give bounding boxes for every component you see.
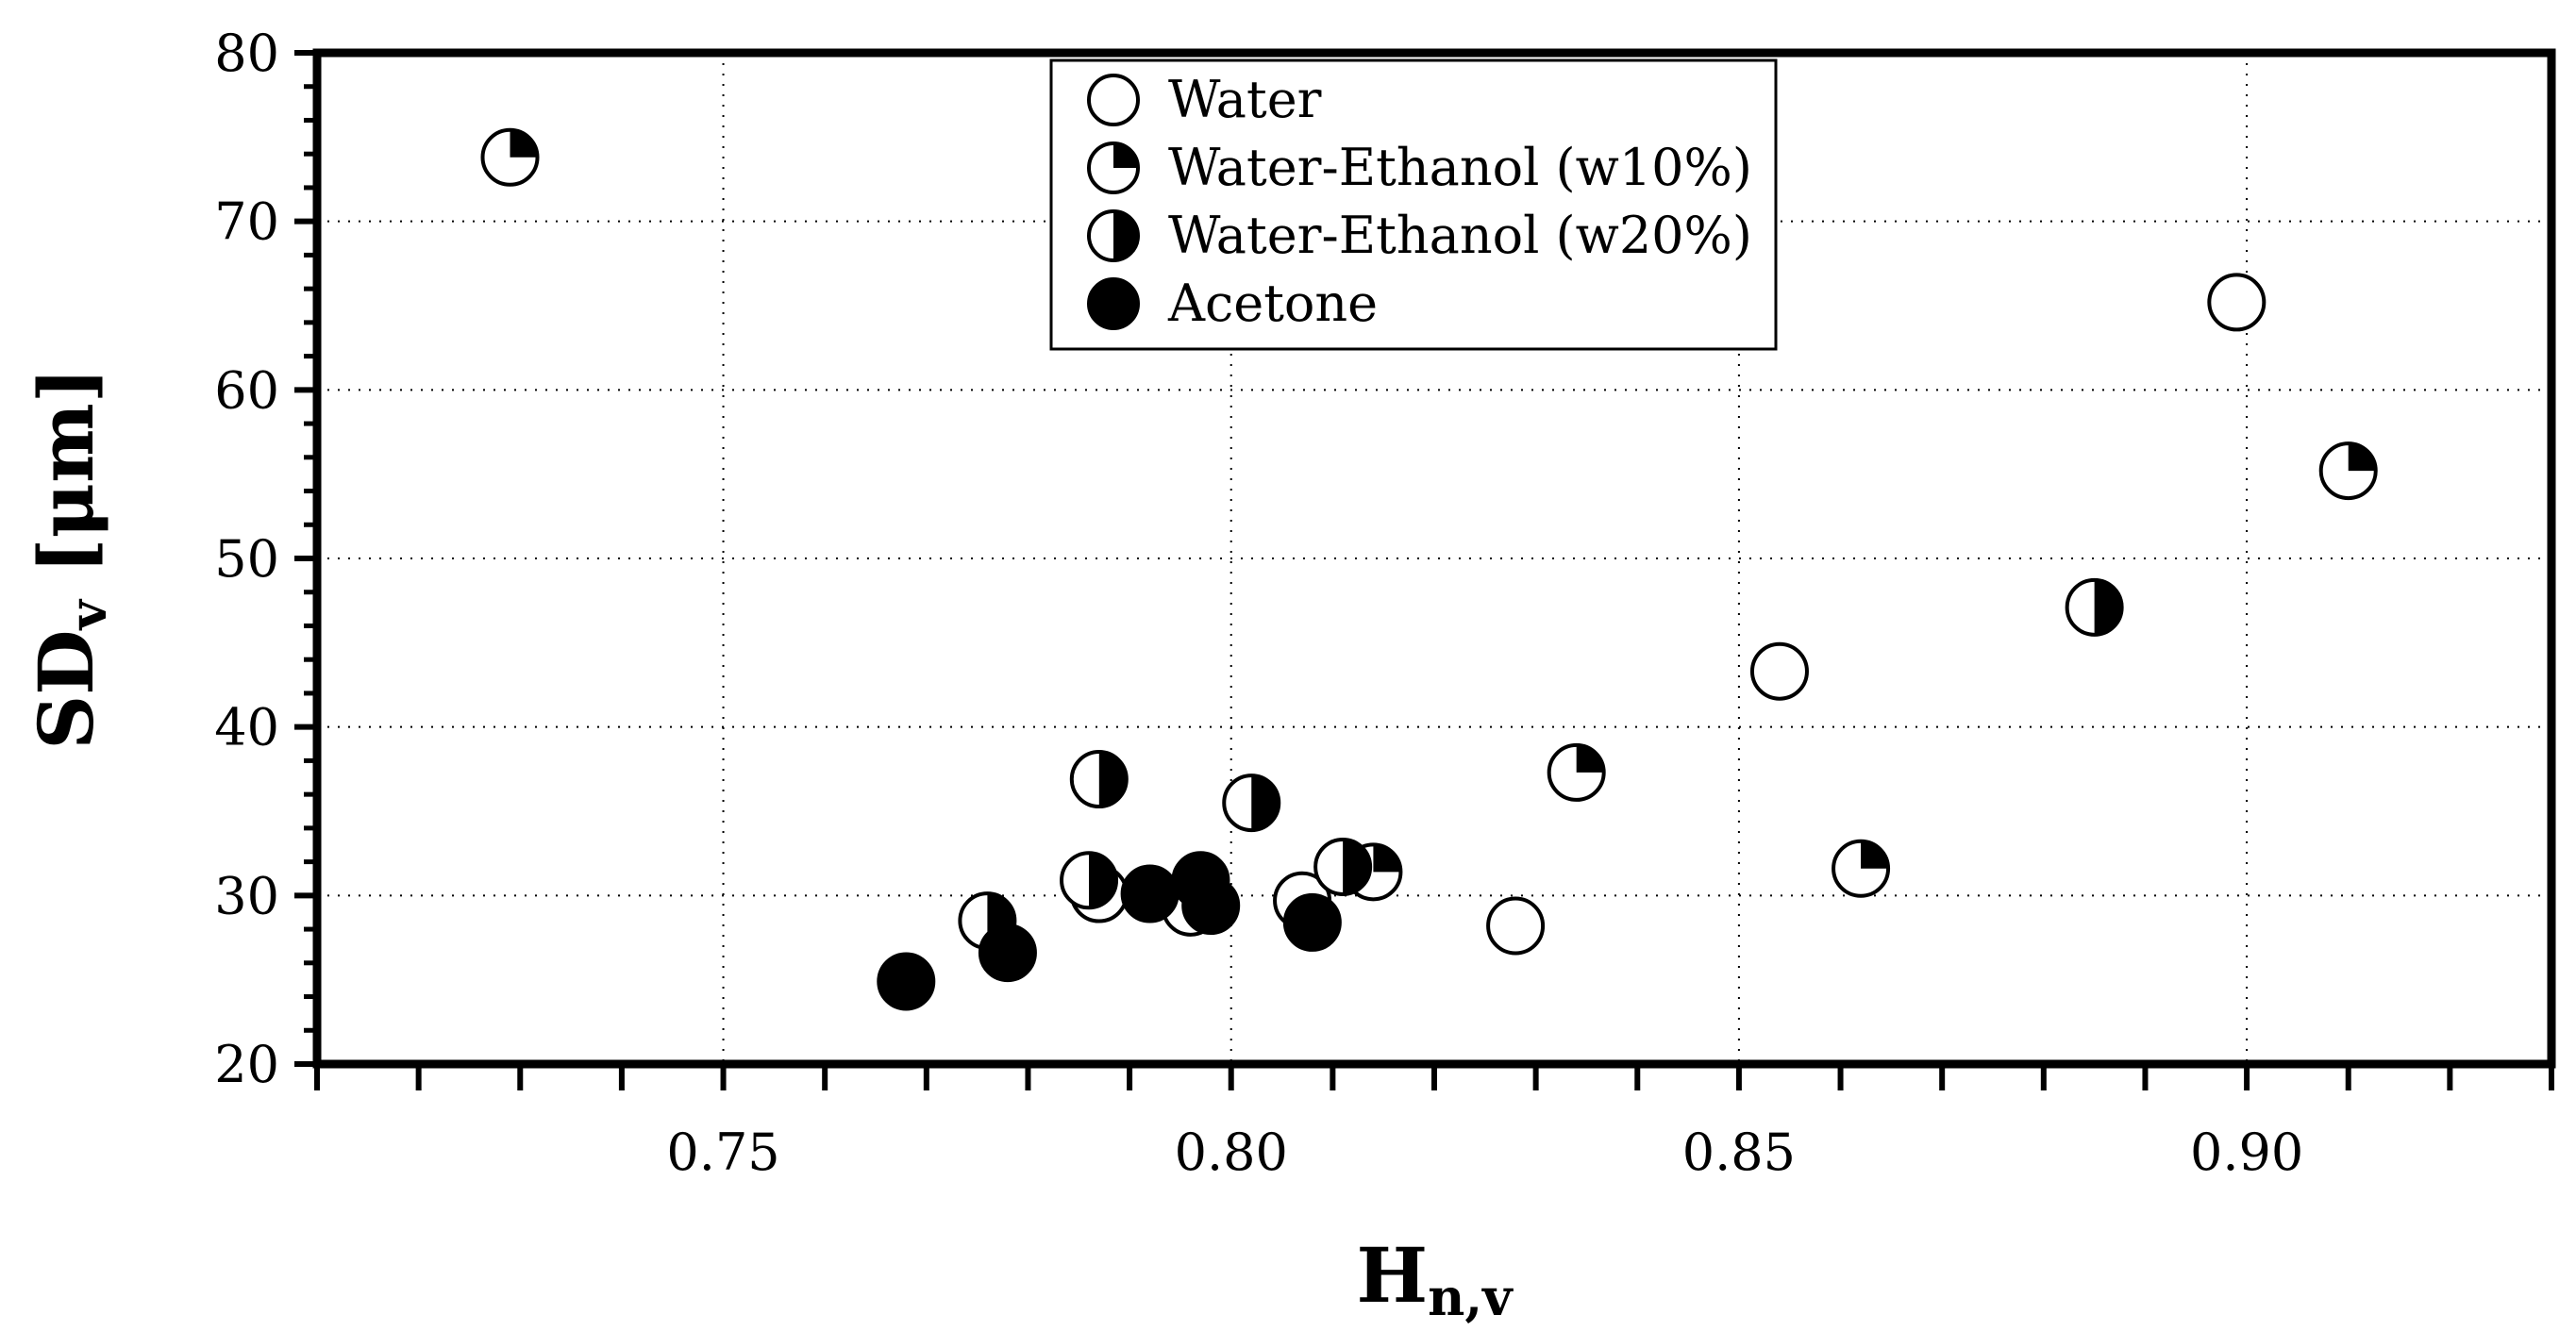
x-tick-label: 0.90 bbox=[2190, 1123, 2303, 1182]
legend-markers bbox=[1087, 74, 1140, 330]
data-point-empty bbox=[1486, 896, 1546, 956]
y-tick-label: 70 bbox=[214, 192, 279, 252]
data-point-quarter bbox=[480, 127, 540, 187]
data-point-filled bbox=[1181, 876, 1241, 936]
y-tick-label: 30 bbox=[214, 866, 279, 925]
x-tick-label: 0.75 bbox=[666, 1123, 779, 1182]
x-tick-label: 0.80 bbox=[1175, 1123, 1288, 1182]
legend-label-ethanol-20: Water-Ethanol (w20%) bbox=[1168, 206, 1752, 265]
y-tick-label: 80 bbox=[214, 24, 279, 83]
data-point-half bbox=[1069, 750, 1129, 809]
data-point-half bbox=[1222, 774, 1281, 833]
y-tick-label: 60 bbox=[214, 360, 279, 420]
legend-marker-filled bbox=[1087, 277, 1140, 330]
y-axis-title: SDv [μm] bbox=[22, 367, 118, 749]
data-points bbox=[480, 127, 2378, 1011]
data-point-half bbox=[1313, 837, 1373, 896]
legend-label-water: Water bbox=[1168, 70, 1322, 129]
legend: Water Water-Ethanol (w10%) Water-Ethanol… bbox=[1049, 58, 1778, 351]
data-point-half bbox=[1060, 851, 1119, 910]
y-tick-label: 50 bbox=[214, 529, 279, 589]
legend-marker-quarter bbox=[1087, 141, 1140, 194]
data-point-quarter bbox=[1547, 742, 1606, 802]
data-point-quarter bbox=[2318, 441, 2378, 501]
x-tick-label: 0.85 bbox=[1682, 1123, 1796, 1182]
data-point-filled bbox=[877, 952, 936, 1011]
y-tick-label: 40 bbox=[214, 698, 279, 757]
legend-marker-empty bbox=[1087, 74, 1140, 126]
major-ticks bbox=[294, 50, 2250, 1090]
plot-frame bbox=[312, 48, 2556, 1069]
data-point-filled bbox=[1282, 892, 1342, 952]
legend-box bbox=[1049, 58, 1778, 351]
data-point-empty bbox=[2207, 273, 2267, 332]
legend-marker-half bbox=[1087, 209, 1140, 262]
tick-labels: 0.75 0.80 0.85 0.90 20 30 40 50 60 70 80 bbox=[214, 24, 2303, 1182]
x-axis-title: Hn,v bbox=[1356, 1231, 1514, 1327]
data-point-filled bbox=[978, 923, 1037, 983]
legend-label-acetone: Acetone bbox=[1167, 274, 1378, 333]
legend-label-ethanol-10: Water-Ethanol (w10%) bbox=[1168, 138, 1752, 197]
data-point-empty bbox=[1749, 641, 1809, 701]
data-point-half bbox=[2065, 577, 2124, 637]
data-point-quarter bbox=[1832, 839, 1891, 898]
data-point-filled bbox=[1120, 864, 1179, 923]
y-tick-label: 20 bbox=[214, 1035, 279, 1094]
